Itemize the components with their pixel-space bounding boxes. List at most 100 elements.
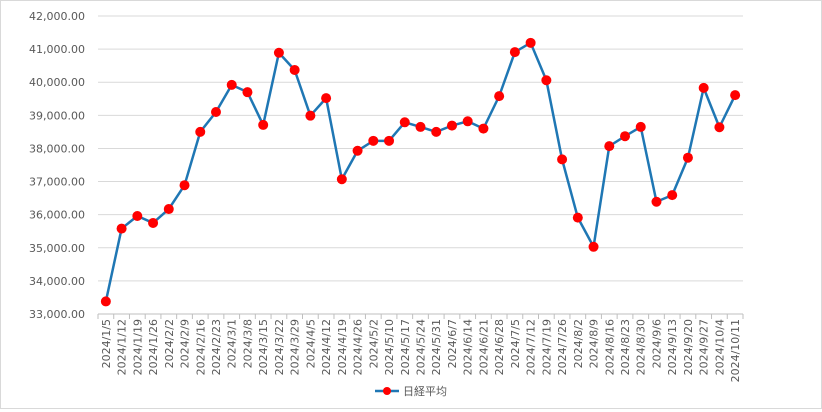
y-tick-label: 37,000.00 xyxy=(29,176,85,189)
x-tick-label: 2024/5/24 xyxy=(415,319,428,375)
data-point xyxy=(572,212,583,223)
data-point xyxy=(305,110,316,121)
x-tick-label: 2024/8/30 xyxy=(635,319,648,375)
x-tick-label: 2024/4/5 xyxy=(304,319,317,368)
y-tick-label: 34,000.00 xyxy=(29,275,85,288)
data-point xyxy=(116,223,127,234)
x-tick-label: 2024/3/15 xyxy=(257,319,270,375)
data-point xyxy=(352,145,363,156)
x-tick-label: 2024/7/26 xyxy=(556,319,569,375)
y-tick-label: 42,000.00 xyxy=(29,10,85,23)
x-tick-label: 2024/9/13 xyxy=(666,319,679,375)
series-line-group xyxy=(100,37,741,307)
data-point xyxy=(384,135,395,146)
data-point xyxy=(667,190,678,201)
x-axis-tick-labels: 2024/1/5 2024/1/12 2024/1/19 2024/1/26 2024/… xyxy=(100,319,742,382)
data-point xyxy=(336,174,347,185)
y-tick-label: 40,000.00 xyxy=(29,76,85,89)
data-point xyxy=(132,210,143,221)
data-point xyxy=(273,47,284,58)
x-tick-label: 2024/1/5 xyxy=(100,319,113,368)
data-point xyxy=(698,82,709,93)
x-axis xyxy=(97,313,744,319)
data-point xyxy=(462,116,473,127)
legend-marker-swatch xyxy=(383,387,391,395)
data-point xyxy=(557,154,568,165)
x-tick-label: 2024/3/22 xyxy=(273,319,286,375)
x-tick-label: 2024/9/20 xyxy=(682,319,695,375)
data-point xyxy=(100,296,111,307)
x-tick-label: 2024/6/21 xyxy=(477,319,490,375)
x-tick-label: 2024/7/5 xyxy=(509,319,522,368)
x-tick-label: 2024/3/8 xyxy=(241,319,254,368)
x-tick-label: 2024/2/2 xyxy=(163,319,176,368)
x-tick-label: 2024/6/7 xyxy=(446,319,459,368)
data-point xyxy=(431,126,442,137)
legend-label: 日経平均 xyxy=(403,385,447,398)
x-tick-label: 2024/2/23 xyxy=(210,319,223,375)
gridlines xyxy=(98,15,743,282)
x-tick-label: 2024/4/19 xyxy=(336,319,349,375)
data-point xyxy=(399,117,410,128)
x-tick-label: 2024/5/31 xyxy=(430,319,443,375)
x-tick-label: 2024/1/19 xyxy=(131,319,144,375)
x-tick-label: 2024/10/4 xyxy=(713,319,726,375)
data-point xyxy=(509,47,520,58)
data-point xyxy=(242,87,253,98)
x-tick-label: 2024/2/16 xyxy=(194,319,207,375)
x-tick-label: 2024/6/28 xyxy=(493,319,506,375)
x-tick-label: 2024/3/29 xyxy=(289,319,302,375)
y-tick-label: 41,000.00 xyxy=(29,43,85,56)
x-tick-label: 2024/5/10 xyxy=(383,319,396,375)
data-point xyxy=(730,90,741,101)
x-tick-label: 2024/2/9 xyxy=(179,319,192,368)
data-point xyxy=(289,64,300,75)
x-tick-label: 2024/5/17 xyxy=(399,319,412,375)
data-point xyxy=(604,141,615,152)
x-tick-label: 2024/7/12 xyxy=(525,319,538,375)
x-tick-label: 2024/6/14 xyxy=(462,319,475,375)
x-tick-label: 2024/8/9 xyxy=(588,319,601,368)
x-tick-label: 2024/1/12 xyxy=(116,319,129,375)
data-point xyxy=(179,180,190,191)
x-tick-label: 2024/1/26 xyxy=(147,319,160,375)
data-point xyxy=(226,79,237,90)
x-tick-label: 2024/9/27 xyxy=(698,319,711,375)
data-point xyxy=(195,126,206,137)
data-point xyxy=(148,217,159,228)
y-axis-tick-labels: 33,000.00 34,000.00 35,000.00 36,000.00 37,0… xyxy=(29,10,85,321)
data-point xyxy=(415,121,426,132)
data-point xyxy=(163,204,174,215)
data-point xyxy=(620,131,631,142)
data-point xyxy=(714,122,725,133)
data-point xyxy=(494,91,505,102)
data-point xyxy=(478,123,489,134)
y-tick-label: 39,000.00 xyxy=(29,109,85,122)
data-point xyxy=(525,37,536,48)
x-tick-label: 2024/8/16 xyxy=(603,319,616,375)
y-tick-label: 35,000.00 xyxy=(29,242,85,255)
data-point xyxy=(258,119,269,130)
data-point xyxy=(635,121,646,132)
y-tick-label: 38,000.00 xyxy=(29,142,85,155)
data-point xyxy=(210,107,221,118)
x-tick-label: 2024/4/26 xyxy=(352,319,365,375)
legend: 日経平均 xyxy=(375,385,447,398)
x-tick-label: 2024/3/1 xyxy=(226,319,239,368)
data-point xyxy=(368,135,379,146)
data-point xyxy=(446,120,457,131)
data-point xyxy=(682,152,693,163)
y-tick-label: 33,000.00 xyxy=(29,308,85,321)
x-tick-label: 2024/8/23 xyxy=(619,319,632,375)
series-line xyxy=(104,41,737,302)
x-tick-label: 2024/5/2 xyxy=(367,319,380,368)
data-point xyxy=(321,93,332,104)
data-point xyxy=(588,241,599,252)
data-point xyxy=(651,196,662,207)
y-tick-label: 36,000.00 xyxy=(29,209,85,222)
x-tick-label: 2024/8/2 xyxy=(572,319,585,368)
x-tick-label: 2024/9/6 xyxy=(650,319,663,368)
x-tick-label: 2024/4/12 xyxy=(320,319,333,375)
